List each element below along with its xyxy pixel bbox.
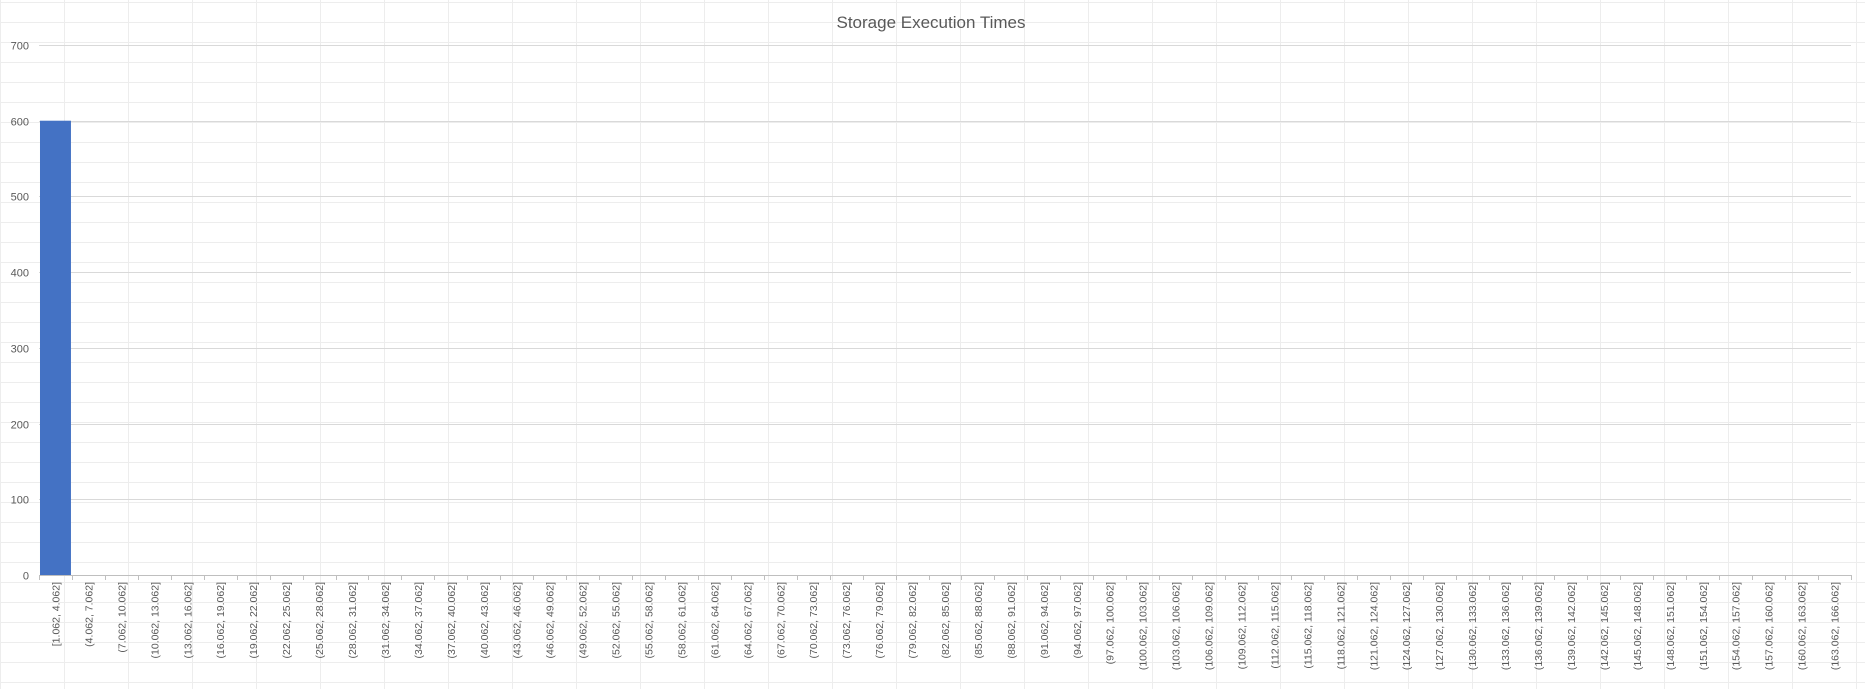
x-tick-label: (40.062, 43.062] bbox=[479, 582, 491, 659]
gridlines bbox=[39, 45, 1851, 500]
y-axis-tick-labels: 0 100 200 300 400 500 600 700 bbox=[11, 41, 29, 583]
y-tick-label: 700 bbox=[11, 41, 29, 53]
x-tick-label: (73.062, 76.062] bbox=[841, 582, 853, 659]
x-tick-label: (31.062, 34.062] bbox=[380, 582, 392, 659]
y-tick-label: 100 bbox=[11, 495, 29, 507]
bars bbox=[39, 120, 71, 576]
x-tick-label: (70.062, 73.062] bbox=[808, 582, 820, 659]
x-tick-label: (112.062, 115.062] bbox=[1269, 582, 1281, 669]
x-tick-label: (130.062, 133.062] bbox=[1467, 582, 1479, 670]
x-tick-label: (124.062, 127.062] bbox=[1401, 582, 1413, 670]
bar bbox=[39, 120, 71, 576]
x-tick-label: (49.062, 52.062] bbox=[578, 582, 590, 659]
x-tick-label: (94.062, 97.062] bbox=[1072, 582, 1084, 659]
x-tick-label: (46.062, 49.062] bbox=[545, 582, 557, 659]
x-tick-label: (163.062, 166.062] bbox=[1830, 582, 1842, 670]
x-tick-label: (154.062, 157.062] bbox=[1731, 582, 1743, 670]
x-tick-label: (142.062, 145.062] bbox=[1599, 582, 1611, 670]
x-tick-label: (118.062, 121.062] bbox=[1335, 582, 1347, 669]
x-tick-label: (55.062, 58.062] bbox=[643, 582, 655, 659]
x-tick-label: (67.062, 70.062] bbox=[775, 582, 787, 659]
x-tick-label: (61.062, 64.062] bbox=[709, 582, 721, 659]
x-tick-label: (64.062, 67.062] bbox=[742, 582, 754, 659]
x-tick-label: (97.062, 100.062] bbox=[1105, 582, 1117, 664]
x-tick-label: (7.062, 10.062] bbox=[116, 582, 128, 653]
x-tick-label: (10.062, 13.062] bbox=[149, 582, 161, 659]
x-tick-label: (109.062, 112.062] bbox=[1237, 582, 1249, 669]
x-tick-label: [1.062, 4.062] bbox=[50, 582, 62, 646]
x-tick-label: (106.062, 109.062] bbox=[1204, 582, 1216, 670]
y-tick-label: 300 bbox=[11, 344, 29, 356]
y-tick-label: 500 bbox=[11, 192, 29, 204]
x-tick-label: (91.062, 94.062] bbox=[1039, 582, 1051, 659]
x-axis-tick-labels: [1.062, 4.062] (4.062, 7.062] (7.062, 10.0… bbox=[50, 582, 1841, 670]
y-tick-label: 600 bbox=[11, 117, 29, 129]
x-tick-label: (16.062, 19.062] bbox=[215, 582, 227, 659]
x-tick-label: (160.062, 163.062] bbox=[1797, 582, 1809, 670]
y-tick-label: 0 bbox=[23, 571, 29, 583]
x-tick-label: (157.062, 160.062] bbox=[1764, 582, 1776, 670]
x-tick-label: (43.062, 46.062] bbox=[512, 582, 524, 659]
x-tick-label: (136.062, 139.062] bbox=[1533, 582, 1545, 670]
x-tick-label: (37.062, 40.062] bbox=[446, 582, 458, 659]
x-tick-label: (115.062, 118.062] bbox=[1302, 582, 1314, 669]
x-tick-label: (19.062, 22.062] bbox=[248, 582, 260, 659]
x-tick-label: (34.062, 37.062] bbox=[413, 582, 425, 659]
x-tick-label: (76.062, 79.062] bbox=[874, 582, 886, 659]
x-tick-label: (52.062, 55.062] bbox=[611, 582, 623, 659]
x-tick-label: (13.062, 16.062] bbox=[182, 582, 194, 659]
y-tick-label: 200 bbox=[11, 420, 29, 432]
x-tick-label: (58.062, 61.062] bbox=[676, 582, 688, 659]
chart-title: Storage Execution Times bbox=[837, 13, 1026, 32]
x-axis bbox=[39, 575, 1852, 580]
x-tick-label: (151.062, 154.062] bbox=[1698, 582, 1710, 670]
x-tick-label: (79.062, 82.062] bbox=[907, 582, 919, 659]
y-tick-label: 400 bbox=[11, 268, 29, 280]
x-tick-label: (22.062, 25.062] bbox=[281, 582, 293, 659]
x-tick-label: (4.062, 7.062] bbox=[83, 582, 95, 647]
x-tick-label: (148.062, 151.062] bbox=[1665, 582, 1677, 670]
x-tick-label: (82.062, 85.062] bbox=[940, 582, 952, 659]
x-tick-label: (85.062, 88.062] bbox=[973, 582, 985, 659]
x-tick-label: (127.062, 130.062] bbox=[1434, 582, 1446, 670]
x-tick-label: (139.062, 142.062] bbox=[1566, 582, 1578, 670]
x-tick-label: (25.062, 28.062] bbox=[314, 582, 326, 659]
x-tick-label: (121.062, 124.062] bbox=[1368, 582, 1380, 670]
x-tick-label: (100.062, 103.062] bbox=[1138, 582, 1150, 670]
x-tick-label: (133.062, 136.062] bbox=[1500, 582, 1512, 670]
x-tick-label: (103.062, 106.062] bbox=[1171, 582, 1183, 670]
x-tick-label: (145.062, 148.062] bbox=[1632, 582, 1644, 670]
x-tick-label: (88.062, 91.062] bbox=[1006, 582, 1018, 659]
x-tick-label: (28.062, 31.062] bbox=[347, 582, 359, 659]
